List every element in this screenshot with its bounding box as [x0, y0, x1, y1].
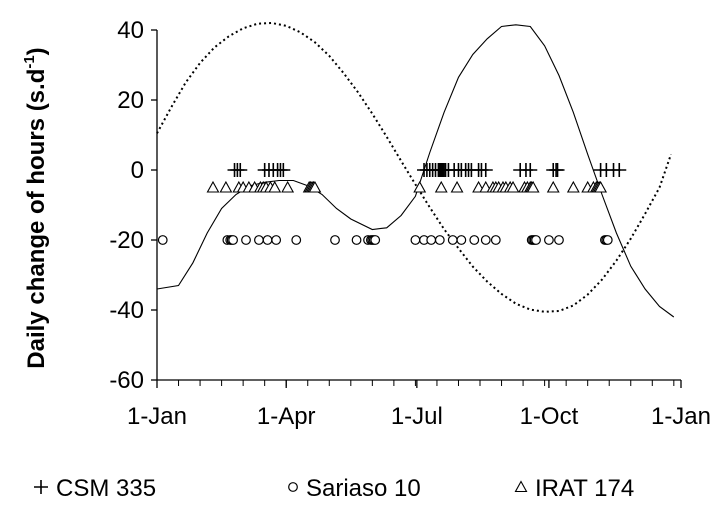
data-point-circle — [262, 235, 273, 245]
y-tick-label: -40 — [109, 297, 144, 324]
legend-marker-plus — [34, 480, 48, 494]
data-point-plus — [550, 163, 565, 177]
data-point-triangle — [308, 180, 322, 193]
x-tick-label: 1-Apr — [257, 403, 316, 430]
data-point-plus — [478, 163, 493, 177]
y-tick-label: 20 — [117, 87, 144, 114]
legend-label: CSM 335 — [56, 475, 156, 502]
data-point-triangle — [450, 180, 464, 193]
data-point-circle — [254, 235, 264, 245]
data-point-plus — [233, 163, 248, 177]
data-point-circle — [228, 235, 238, 245]
data-markers — [157, 163, 627, 245]
x-tick-label: 1-Jul — [391, 403, 443, 430]
data-point-triangle — [281, 180, 295, 193]
data-point-circle — [531, 235, 541, 245]
data-point-circle — [469, 235, 480, 245]
data-point-circle — [370, 235, 381, 245]
data-point-circle — [271, 235, 282, 245]
data-point-triangle — [413, 180, 427, 193]
axes — [151, 29, 682, 388]
y-tick-label: -20 — [109, 227, 144, 254]
y-tick-label: 40 — [117, 17, 144, 44]
data-point-triangle — [594, 180, 608, 193]
data-point-circle — [291, 235, 302, 245]
data-point-plus — [276, 163, 291, 177]
data-point-triangle — [506, 180, 520, 193]
data-point-circle — [490, 235, 501, 245]
data-point-circle — [480, 235, 491, 245]
data-point-triangle — [434, 180, 448, 193]
data-point-circle — [157, 235, 168, 245]
data-point-circle — [434, 235, 445, 245]
data-point-triangle — [566, 180, 580, 193]
legend-marker-triangle — [514, 480, 528, 493]
data-point-triangle — [268, 180, 282, 193]
legend: CSM 335 Sariaso 10 IRAT 174 — [34, 475, 634, 502]
y-axis-label: Daily change of hours (s.d-1) — [21, 47, 50, 368]
y-tick-label: -60 — [109, 367, 144, 394]
data-point-circle — [456, 235, 467, 245]
x-tick-label: 1-Jan — [651, 403, 711, 430]
x-tick-label: 1-Jan — [127, 403, 187, 430]
data-point-triangle — [206, 180, 220, 193]
x-tick-label: 1-Oct — [520, 403, 579, 430]
data-point-circle — [330, 235, 340, 245]
data-point-circle — [544, 235, 554, 245]
data-point-circle — [426, 235, 437, 245]
data-point-circle — [410, 235, 421, 245]
data-point-plus — [523, 163, 538, 177]
data-point-triangle — [546, 180, 560, 193]
legend-label: IRAT 174 — [535, 475, 634, 502]
legend-marker-circle — [288, 482, 298, 492]
data-point-circle — [447, 235, 458, 245]
data-point-plus — [612, 163, 627, 177]
dotted-curve — [156, 21, 672, 313]
legend-label: Sariaso 10 — [306, 475, 421, 502]
tick-labels: -60 -40 -20 0 20 40 1-Jan 1-Apr 1-Jul 1-Oct 1-Jan — [109, 17, 711, 430]
y-tick-label: 0 — [131, 157, 144, 184]
data-point-triangle — [526, 180, 540, 193]
data-point-triangle — [219, 180, 233, 193]
data-point-circle — [241, 235, 251, 245]
data-point-circle — [554, 235, 564, 245]
data-point-circle — [602, 235, 613, 245]
data-point-circle — [351, 235, 362, 245]
